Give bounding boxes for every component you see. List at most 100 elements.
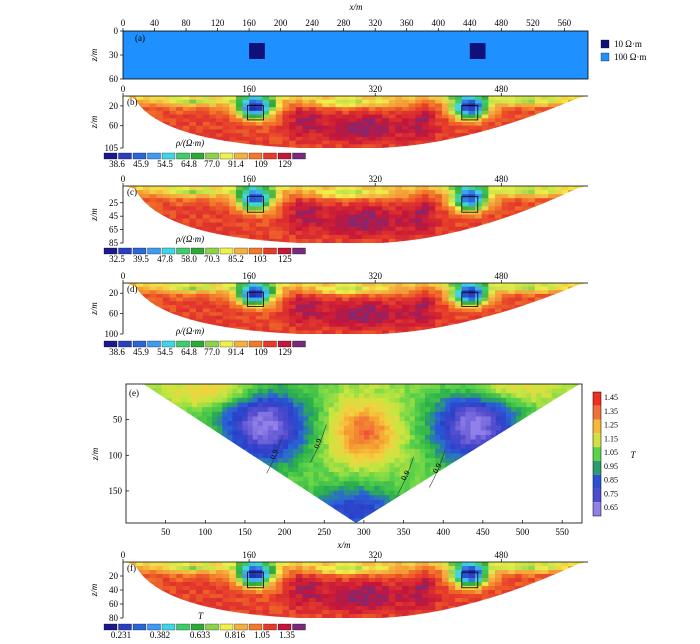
x-tick-label: 440 [463, 18, 477, 28]
y-tick-label: 60 [109, 599, 119, 609]
model-block-outline [247, 104, 264, 121]
x-tick-label: 100 [199, 527, 213, 537]
colorbar-swatch [161, 623, 176, 631]
colorbar-swatch [593, 419, 601, 434]
colorbar-tick-label: 0.816 [225, 630, 246, 640]
x-tick-label: 120 [211, 18, 225, 28]
colorbar-swatch [234, 340, 248, 348]
x-tick-label: 160 [242, 550, 256, 560]
colorbar-title: ρ/(Ω·m) [175, 234, 204, 244]
x-tick-label: 200 [278, 527, 292, 537]
colorbar-tick-label: 1.45 [604, 393, 618, 402]
y-tick-label: 65 [109, 225, 119, 235]
colorbar-tick-label: 129 [278, 159, 292, 169]
colorbar-swatch [118, 152, 132, 160]
x-tick-label: 360 [400, 18, 414, 28]
y-tick-label: 105 [105, 143, 119, 153]
colorbar-swatch [234, 247, 248, 255]
colorbar-tick-label: 1.05 [604, 448, 618, 457]
x-tick-label: 160 [242, 18, 256, 28]
colorbar-swatch [277, 152, 292, 160]
model-block-outline [247, 291, 264, 307]
colorbar-swatch [248, 152, 263, 160]
y-tick-label: 40 [109, 585, 119, 595]
colorbar-tick-label: 54.5 [157, 159, 173, 169]
contour-line [310, 424, 327, 463]
colorbar-swatch [103, 152, 118, 160]
colorbar-swatch [263, 340, 277, 348]
x-tick-label: 300 [357, 527, 371, 537]
colorbar-tick-label: 0.633 [190, 630, 211, 640]
colorbar-tick-label: 64.8 [181, 159, 197, 169]
colorbar-swatch [234, 623, 248, 631]
legend-label: 100 Ω·m [614, 52, 646, 62]
colorbar-tick-label: 0.95 [604, 462, 618, 471]
colorbar-swatch [219, 247, 234, 255]
model-block-outline [461, 291, 479, 307]
colorbar-tick-label: 103 [253, 254, 267, 264]
x-tick-label: 450 [476, 527, 490, 537]
panel-label: (a) [135, 33, 145, 43]
colorbar-swatch [593, 447, 601, 461]
colorbar-tick-label: 0.382 [150, 630, 170, 640]
colorbar-swatch [190, 152, 205, 160]
colorbar-tick-label: 0.231 [111, 630, 131, 640]
colorbar-swatch [248, 340, 263, 348]
y-tick-label: 150 [109, 486, 123, 496]
colorbar-tick-label: 91.4 [228, 159, 244, 169]
colorbar-swatch [277, 340, 292, 348]
x-tick-label: 480 [495, 84, 509, 94]
x-tick-label: 350 [397, 527, 411, 537]
colorbar-swatch [190, 340, 205, 348]
x-tick-label: 320 [368, 174, 382, 184]
panel-c: 0 160 320 480 25 45 65 85 z/m (c) ρ/(Ω·m) 32.5 39.5 4… [89, 174, 588, 264]
x-tick-label: 560 [558, 18, 572, 28]
model-block-outline [461, 104, 479, 121]
colorbar-title: T [630, 450, 636, 460]
colorbar-swatch [176, 247, 190, 255]
contour-line [266, 435, 283, 474]
colorbar-swatch [161, 152, 176, 160]
y-tick-label: 80 [109, 613, 119, 623]
anomaly-block-2 [469, 43, 486, 59]
colorbar-tick-label: 1.35 [279, 630, 295, 640]
legend-label: 10 Ω·m [614, 39, 642, 49]
y-tick-label: 45 [109, 211, 119, 221]
contour-label: 0.9 [399, 469, 412, 482]
colorbar-swatch [190, 623, 205, 631]
colorbar-swatch [103, 623, 118, 631]
model-block-outline [247, 571, 264, 589]
y-tick-label: 30 [109, 50, 119, 60]
colorbar-swatch [176, 340, 190, 348]
colorbar-swatch [593, 474, 601, 489]
x-tick-label: 50 [161, 527, 171, 537]
colorbar-swatch [176, 152, 190, 160]
colorbar-swatch [277, 623, 292, 631]
colorbar-swatch [118, 247, 132, 255]
x-tick-label: 80 [182, 18, 192, 28]
colorbar-tick-label: 1.35 [604, 407, 618, 416]
panel-label: (f) [127, 563, 136, 573]
x-tick-label: 320 [368, 18, 382, 28]
colorbar-swatch [593, 405, 601, 420]
colorbar-tick-label: 38.6 [109, 159, 125, 169]
y-axis-label: z/m [89, 48, 99, 62]
x-tick-label: 320 [368, 271, 382, 281]
colorbar-swatch [132, 623, 147, 631]
panel-d: 0 160 320 480 20 60 100 z/m (d) ρ/(Ω·m) 38.6 45.9 54… [89, 271, 588, 357]
x-tick-label: 160 [242, 174, 256, 184]
y-tick-label: 100 [109, 450, 123, 460]
colorbar-tick-label: 58.0 [181, 254, 197, 264]
colorbar-tick-label: 54.5 [157, 347, 173, 357]
colorbar-tick-label: 129 [278, 347, 292, 357]
colorbar-tick-label: 0.75 [604, 489, 618, 498]
colorbar-swatch [593, 433, 601, 448]
colorbar-swatch [593, 460, 601, 475]
colorbar-swatch [190, 247, 205, 255]
colorbar-swatch [103, 247, 118, 255]
colorbar: 1.45 1.35 1.25 1.15 1.05 0.95 0.85 0.75 0.65 T [592, 391, 636, 517]
panel-b: 0 160 320 480 20 60 105 z/m (b) ρ/(Ω·m) 38.6 45.9 54… [89, 84, 588, 169]
colorbar-swatch [205, 623, 219, 631]
x-tick-label: 150 [238, 527, 252, 537]
x-tick-label: 160 [242, 84, 256, 94]
